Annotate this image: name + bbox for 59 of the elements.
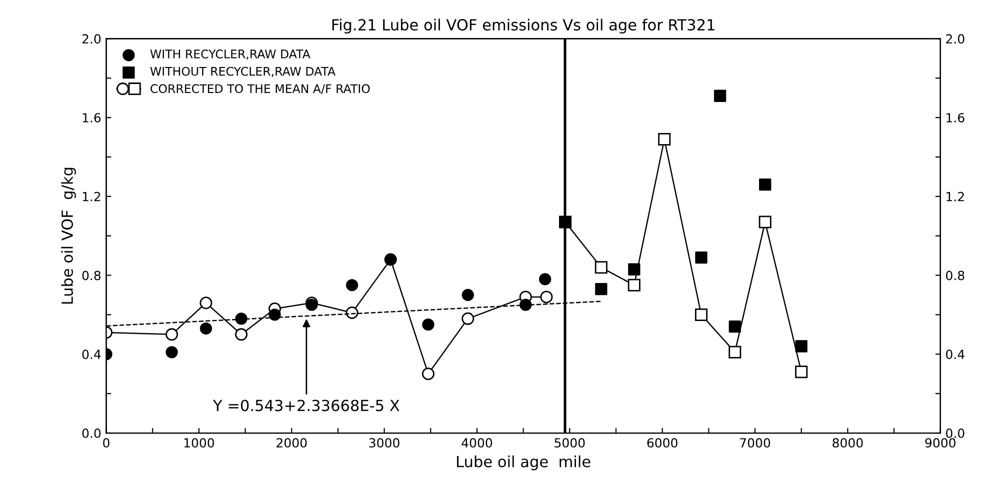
y-axis-title: Lube oil VOF g/kg [61,168,76,304]
point [795,366,808,378]
point [200,322,212,335]
y2-tick-label: 0.0 [946,428,964,438]
point [728,320,741,333]
y2-tick-label: 0.4 [946,350,964,360]
x-tick-label: 1000 [184,438,214,448]
x-axis-title: Lube oil age mile [457,456,590,470]
point [166,328,178,341]
point [235,328,248,341]
point [595,283,608,296]
x-tick-label: 3000 [369,438,400,448]
point [520,298,532,311]
y2-tick-label: 2.0 [946,34,964,44]
point [758,216,772,228]
point [795,340,808,352]
point [422,318,434,331]
point [628,278,640,292]
y2-tick-label: 0.8 [946,270,964,280]
y2-tick-label: 1.2 [946,192,964,202]
point [714,90,726,102]
point [166,346,178,358]
x-tick-label: 5000 [554,438,585,448]
point [540,290,553,304]
y-tick-label: 0.8 [82,270,101,280]
point [462,288,474,302]
point [539,273,552,286]
point [346,279,358,292]
y2-tick-label: 1.6 [946,113,964,122]
point [268,308,281,321]
point [658,132,671,146]
y-tick-label: 1.6 [82,113,101,122]
point [728,346,742,358]
y-tick-label: 2.0 [82,34,101,44]
x-tick-label: 8000 [832,438,863,448]
x-tick-label: 7000 [740,438,770,448]
x-tick-label: 6000 [647,438,678,448]
x-tick-label: 9000 [925,438,956,448]
point [759,178,772,191]
legend-label: WITH RECYCLER,RAW DATA [150,50,310,60]
y-tick-label: 0.4 [82,350,101,360]
point [695,251,708,264]
point [628,263,640,276]
x-tick-label: 2000 [276,438,307,448]
point [695,308,708,321]
legend-label: CORRECTED TO THE MEAN A/F RATIO [150,84,370,94]
point [235,312,248,325]
point [594,261,608,274]
chart-title: Fig.21 Lube oil VOF emissions Vs oil age for RT321 [332,18,714,34]
point [200,296,212,310]
point [462,312,474,325]
y-tick-label: 0.0 [82,428,101,438]
y-tick-label: 1.2 [82,192,100,202]
legend-label: WITHOUT RECYCLER,RAW DATA [150,66,336,77]
x-tick-label: 4000 [462,438,492,448]
point [422,368,434,380]
x-tick-label: 0 [103,438,110,448]
point [346,306,358,319]
annotation: Y =0.543+2.33668E-5 X [212,400,400,412]
